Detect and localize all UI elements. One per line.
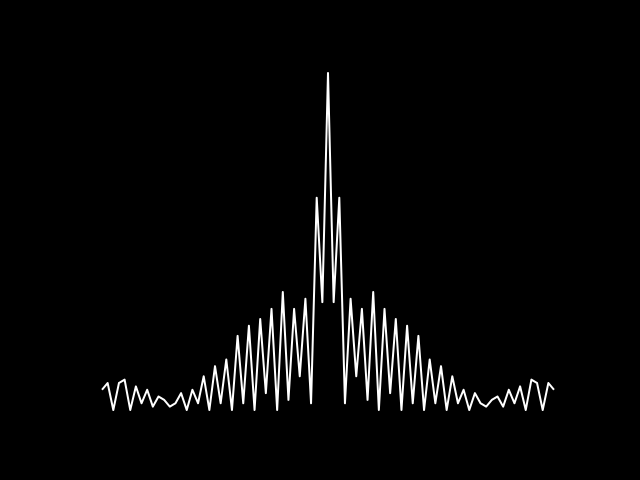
signal-line <box>101 72 555 411</box>
